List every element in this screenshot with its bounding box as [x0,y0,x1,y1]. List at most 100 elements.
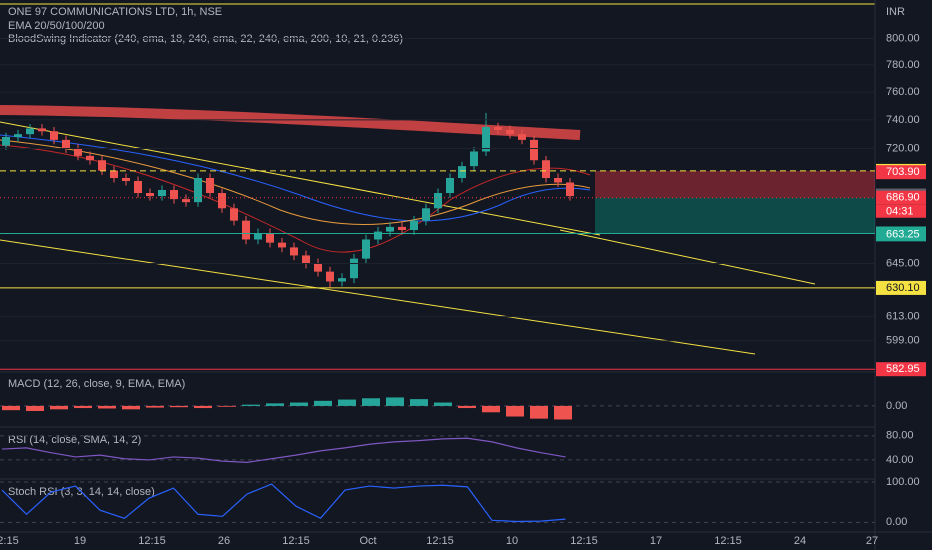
pane-title: RSI (14, close, SMA, 14, 2) [8,434,141,446]
chart-title: ONE 97 COMMUNICATIONS LTD, 1h, NSE [8,6,222,18]
macd-bar [266,403,284,406]
candle-body [50,131,58,140]
price-tag [876,362,926,377]
macd-bar [530,405,548,419]
x-tick-label: 10 [506,535,518,547]
x-tick-label: Oct [359,535,376,547]
candle-body [362,239,370,259]
macd-bar [554,405,572,420]
price-tag-label: 582.95 [886,363,920,375]
indicator-line [1,437,566,463]
candle-body [206,177,214,194]
candle-body [458,166,466,178]
y-tick-label: 100.00 [886,476,920,488]
indicator-title: EMA 20/50/100/200 [8,20,105,32]
y-tick-label: 740.00 [886,114,920,126]
y-tick-label: 0.00 [886,516,907,528]
macd-bar [482,405,500,413]
y-tick-label: 800.00 [886,32,920,44]
x-tick-label: 19 [74,535,86,547]
trend-line [559,229,816,285]
macd-bar [362,398,380,406]
y-tick-label: 599.00 [886,335,920,347]
candle-body [554,177,562,183]
macd-bar [218,405,236,407]
y-tick-label: 0.00 [886,400,907,412]
x-tick-label: 12:15 [714,535,742,547]
position-profit [595,197,875,234]
candle-body [314,263,322,272]
candle-body [386,226,394,232]
y-tick-label: 760.00 [886,86,920,98]
trend-line [0,121,601,236]
macd-bar [50,405,68,410]
candle-body [14,134,22,138]
x-tick-label: 27 [866,535,878,547]
candle-body [74,148,82,156]
y-tick-label: 720.00 [886,142,920,154]
position-loss [595,170,875,198]
price-tag-label: 703.90 [886,166,920,178]
candle-body [290,247,298,256]
macd-bar [170,405,188,408]
x-tick-label: 24 [794,535,806,547]
price-tag-label: 686.90 [886,192,920,204]
y-tick-label: 613.00 [886,311,920,323]
x-tick-label: 2:15 [0,535,19,547]
macd-bar [434,402,452,406]
candle-body [110,170,118,178]
price-tag-label: 663.25 [886,228,920,240]
macd-bar [314,400,332,406]
candle-body [230,208,238,221]
candle-body [482,127,490,152]
macd-bar [386,397,404,406]
x-tick-label: 12:15 [282,535,310,547]
macd-bar [290,402,308,406]
candle-body [518,134,526,140]
candle-body [26,128,34,135]
y-tick-label: 80.00 [886,430,914,442]
candle-body [350,258,358,279]
candle-body [422,208,430,221]
x-tick-label: 26 [218,535,230,547]
candle-body [446,177,454,194]
candle-body [374,231,382,240]
price-tag [876,227,926,242]
macd-bar [338,399,356,406]
macd-bar [410,399,428,406]
candle-body [38,128,46,132]
candle-body [182,199,190,203]
y-tick-label: 40.00 [886,454,914,466]
price-tag [876,165,926,180]
y-tick-label: 780.00 [886,59,920,71]
candle-body [506,129,514,135]
candle-body [530,139,538,161]
candle-body [242,220,250,240]
candle-body [302,255,310,264]
macd-bar [146,405,164,408]
price-tag-label: 630.10 [886,282,920,294]
candle-body [86,155,94,161]
macd-bar [98,405,116,409]
macd-bar [194,405,212,409]
candle-body [494,127,502,130]
candle-body [122,177,130,181]
x-tick-label: 12:15 [570,535,598,547]
ema-line [0,139,591,225]
currency: INR [886,6,905,18]
candle-body [434,193,442,209]
candle-body [134,180,142,194]
candle-body [470,151,478,167]
candle-body [194,177,202,203]
macd-bar [506,405,524,417]
indicator-line [1,483,566,523]
price-tag [876,190,926,205]
x-tick-label: 12:15 [426,535,454,547]
candle-body [542,160,550,178]
candle-body [218,193,226,209]
candle-body [338,278,346,282]
trend-line [0,239,756,355]
candle-body [326,271,334,282]
